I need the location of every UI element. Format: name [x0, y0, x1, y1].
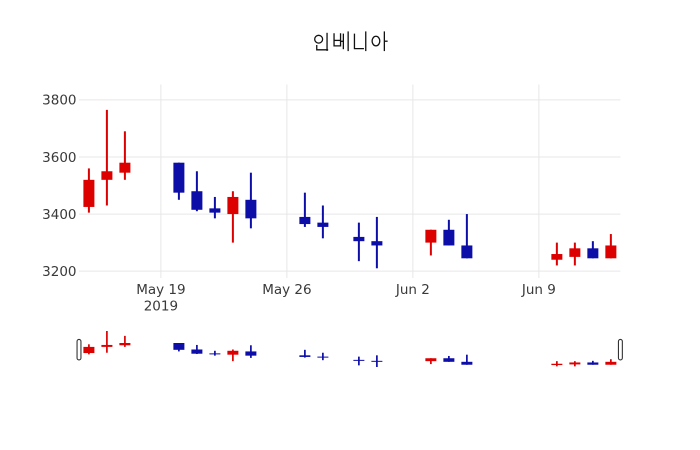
candle-body-2019-06-10: [551, 254, 563, 260]
candle-body-2019-06-11: [569, 248, 581, 257]
x-tick-label-2019-06-09: Jun 9: [521, 282, 556, 298]
mini-candle-body-2019-05-17: [119, 343, 131, 346]
candle-body-2019-06-12: [587, 248, 599, 259]
mini-candle-body-2019-05-27: [299, 355, 311, 357]
mini-candle-body-2019-06-11: [569, 362, 581, 365]
mini-candle-body-2019-06-10: [551, 363, 563, 366]
candle-body-2019-05-23: [227, 196, 239, 215]
candle-body-2019-05-31: [371, 241, 383, 246]
candles: [83, 109, 617, 269]
mini-candle-body-2019-05-30: [353, 359, 365, 361]
title-glyph-stroke: [316, 45, 329, 51]
candle-body-2019-05-22: [209, 208, 221, 213]
title-glyph-stroke: [333, 33, 342, 47]
gridlines: [79, 84, 621, 278]
candle-body-2019-05-16: [101, 171, 113, 180]
title-glyph-stroke: [314, 34, 324, 44]
mini-candle-body-2019-06-03: [425, 358, 437, 362]
mini-candle-body-2019-06-04: [443, 358, 455, 362]
candle-body-2019-05-15: [83, 179, 95, 207]
candle-body-2019-05-30: [353, 236, 365, 242]
candle-body-2019-06-03: [425, 229, 437, 243]
mini-candle-body-2019-05-31: [371, 360, 383, 362]
candle-body-2019-06-13: [605, 245, 617, 259]
y-tick-label-3200: 3200: [42, 264, 76, 280]
y-tick-label-3400: 3400: [42, 207, 76, 223]
range-slider-track[interactable]: [79, 329, 621, 369]
chart-title: [314, 31, 388, 52]
candle-body-2019-05-24: [245, 199, 257, 219]
title-glyph-stroke: [353, 33, 364, 50]
x-tick-label-2019-05-19: May 19: [136, 282, 185, 298]
candle-body-2019-05-27: [299, 216, 311, 225]
x-tick-sublabel-2019-05-19: 2019: [144, 299, 178, 315]
mini-candle-body-2019-05-28: [317, 356, 329, 358]
range-slider-left-handle[interactable]: [76, 338, 82, 361]
x-tick-label-2019-06-02: Jun 2: [395, 282, 430, 298]
mini-candle-body-2019-05-22: [209, 353, 221, 355]
candle-body-2019-05-20: [173, 162, 185, 193]
mini-candle-body-2019-05-21: [191, 349, 203, 354]
mini-candle-body-2019-05-24: [245, 351, 257, 356]
range-slider-right-handle[interactable]: [617, 338, 623, 361]
y-tick-label-3800: 3800: [42, 93, 76, 109]
candle-body-2019-05-21: [191, 191, 203, 210]
mini-candle-body-2019-06-12: [587, 362, 599, 365]
candle-body-2019-06-05: [461, 245, 473, 259]
range-slider[interactable]: [76, 329, 623, 369]
title-glyph-stroke: [371, 35, 381, 47]
y-tick-label-3600: 3600: [42, 150, 76, 166]
mini-candle-body-2019-05-16: [101, 344, 113, 347]
x-tick-label-2019-05-26: May 26: [262, 282, 311, 298]
y-axis-tick-labels: 3200 3400 3600 3800: [42, 93, 76, 280]
mini-candle-body-2019-05-20: [173, 343, 185, 350]
mini-candle-body-2019-05-23: [227, 350, 239, 355]
candle-body-2019-05-17: [119, 162, 131, 173]
mini-candle-body-2019-06-05: [461, 361, 473, 365]
candle-body-2019-05-28: [317, 222, 329, 227]
mini-candle-body-2019-06-13: [605, 361, 617, 365]
mini-candle-body-2019-05-15: [83, 346, 95, 354]
candle-body-2019-06-04: [443, 229, 455, 246]
